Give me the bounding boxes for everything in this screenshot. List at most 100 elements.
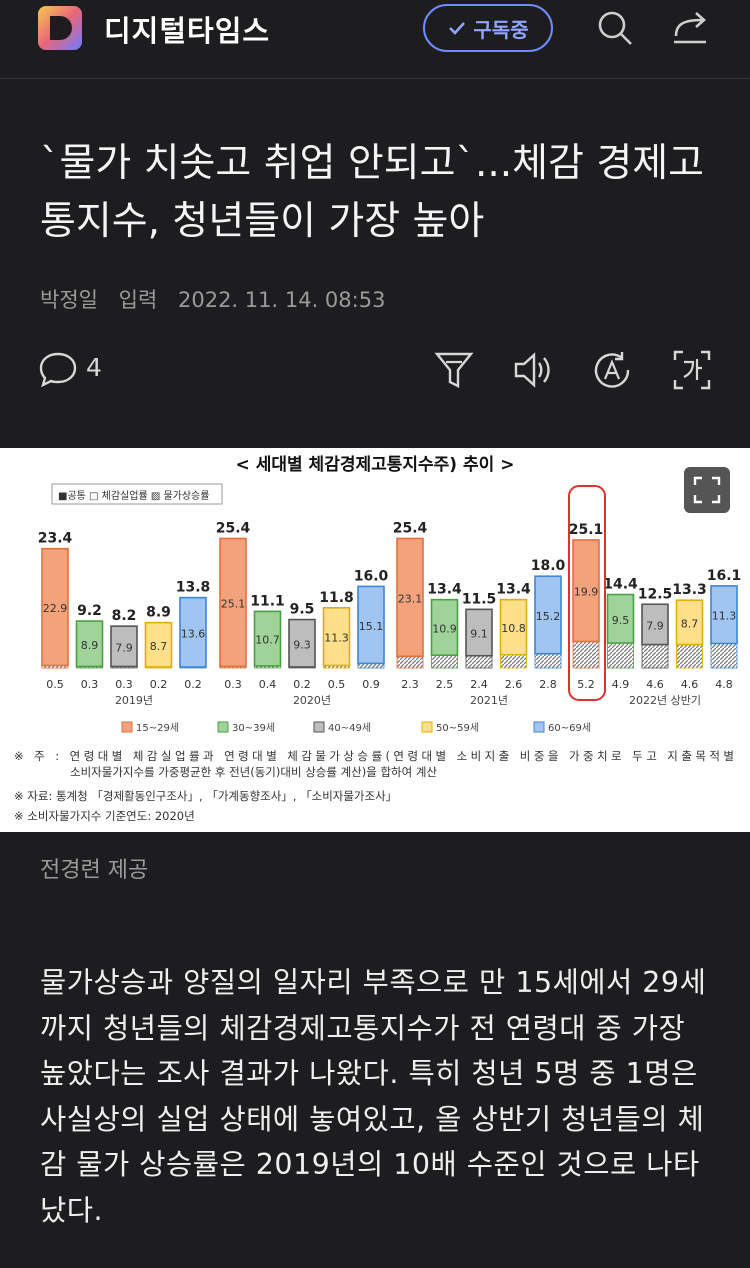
bar-unemployment [675,599,704,646]
bar-unemployment [75,620,104,668]
tts-icon[interactable] [512,348,552,392]
bar-unemployment-label: 22.9 [43,602,68,615]
legend-swatch [533,721,545,733]
bar-total-label: 18.0 [531,558,566,574]
x-tick-label: 2019년 [115,694,153,707]
subscribe-button[interactable]: 구독중 [423,4,553,52]
x-tick-label: 2022년 상반기 [629,694,701,707]
bar-inflation [465,655,493,669]
bar-inflation [500,654,527,669]
bar-unemployment-label: 23.1 [398,592,423,605]
font-size-icon[interactable] [672,348,712,392]
bar-unemployment-label: 15.1 [359,620,384,633]
bar-inflation-label: 4.8 [715,678,733,691]
bar-unemployment [572,539,600,643]
chart-note: ※ 주 : 연령대별 체감실업률과 연령대별 체감물가상승률(연령대별 소비지출… [14,749,734,763]
bar-total-label: 11.1 [250,593,285,609]
bar-inflation [431,654,458,669]
bar-inflation-label: 2.5 [436,678,454,691]
legend-swatch [217,721,229,733]
published-label: 입력 [118,288,158,312]
article-title: `물가 치솟고 취업 안되고`...체감 경제고통지수, 청년들이 가장 높아 [40,141,704,244]
comment-icon[interactable] [38,348,78,392]
bar-unemployment-label: 19.9 [574,586,599,599]
bar-total-label: 11.5 [462,591,497,607]
bar-unemployment-label: 7.9 [646,619,664,632]
bar-inflation [710,643,738,669]
bar-inflation [607,642,634,669]
bar-unemployment-label: 11.3 [324,632,349,645]
bar-unemployment-label: 11.3 [712,610,737,623]
bar-unemployment-label: 13.6 [181,627,206,640]
image-caption: 전경련 제공 [40,858,149,883]
bar-total-label: 13.3 [672,582,707,598]
bar-unemployment [110,625,138,668]
legend-label: 60~69세 [548,722,591,734]
bar-unemployment [534,575,562,655]
highlight-box [568,485,606,701]
bar-total-label: 9.2 [77,603,102,619]
article-actions: 4 [0,348,750,398]
chart-legend-text: ■공통 □ 체감실업률 ▨ 물가상승률 [58,489,209,502]
article-figure: < 세대별 체감경제고통지수주) 추이 > ■공통 □ 체감실업률 ▨ 물가상승률… [0,448,750,832]
bar-unemployment [41,547,69,667]
bar-inflation-label: 4.6 [681,678,699,691]
bar-unemployment [430,598,459,657]
bar-inflation [676,644,703,669]
bar-total-label: 13.4 [427,582,462,598]
bar-unemployment [499,598,528,656]
share-icon[interactable] [670,8,710,48]
bar-unemployment-label: 8.7 [150,640,168,653]
bar-unemployment-label: 7.9 [115,641,133,654]
bar-unemployment-label: 9.5 [612,614,630,627]
bar-inflation-label: 0.3 [115,678,133,691]
chart-note: ※ 자료: 통계청 「경제활동인구조사」, 「가계동향조사」, 「소비자물가조사… [14,789,397,803]
bar-inflation-label: 5.2 [577,678,595,691]
x-tick-label: 2020년 [293,694,331,707]
bar-total-label: 25.1 [569,522,604,538]
bar-unemployment-label: 8.9 [81,639,99,652]
legend-swatch [121,721,133,733]
bar-inflation-label: 0.9 [362,678,380,691]
bar-unemployment-label: 15.2 [536,610,561,623]
bar-unemployment [219,537,247,668]
bar-inflation [534,653,562,669]
bar-unemployment [357,585,385,665]
byline: 박정일 입력 2022. 11. 14. 08:53 [40,284,399,314]
bar-total-label: 13.8 [176,580,211,596]
bar-total-label: 8.9 [146,605,171,621]
legend-label: 40~49세 [328,722,371,734]
article-body: 물가상승과 양질의 일자리 부족으로 만 15세에서 29세까지 청년들의 체감… [40,966,707,1227]
comment-count[interactable]: 4 [86,353,102,382]
top-bar: 디지털타임스 구독중 [0,0,750,79]
expand-icon[interactable] [684,467,730,513]
bar-unemployment-label: 9.1 [470,628,488,641]
brand-name[interactable]: 디지털타임스 [104,14,271,48]
chart-svg: < 세대별 체감경제고통지수주) 추이 > ■공통 □ 체감실업률 ▨ 물가상승률… [14,455,742,823]
summary-icon[interactable] [434,348,474,392]
author-name[interactable]: 박정일 [40,288,98,312]
legend-label: 50~59세 [436,722,479,734]
logo-icon[interactable] [38,6,82,50]
bar-inflation-label: 0.2 [293,678,311,691]
bar-unemployment [710,585,738,645]
chart-title: < 세대별 체감경제고통지수주) 추이 > [236,455,515,475]
bar-total-label: 9.5 [290,602,315,618]
bar-inflation-label: 2.4 [470,678,488,691]
bar-total-label: 25.4 [393,520,428,536]
bar-inflation-label: 0.3 [81,678,99,691]
translate-icon[interactable] [592,348,632,392]
bar-unemployment [288,618,316,668]
bar-total-label: 13.4 [496,582,531,598]
bar-unemployment-label: 10.7 [255,634,280,647]
bar-total-label: 16.1 [707,568,742,584]
bar-inflation-label: 2.3 [401,678,419,691]
legend-label: 30~39세 [232,722,275,734]
legend-swatch [313,721,325,733]
bar-unemployment-label: 10.8 [501,622,526,635]
check-icon [449,22,466,35]
bar-inflation-label: 0.4 [259,678,277,691]
bar-inflation-label: 4.9 [612,678,630,691]
bar-unemployment-label: 9.3 [293,638,311,651]
search-icon[interactable] [595,8,635,48]
